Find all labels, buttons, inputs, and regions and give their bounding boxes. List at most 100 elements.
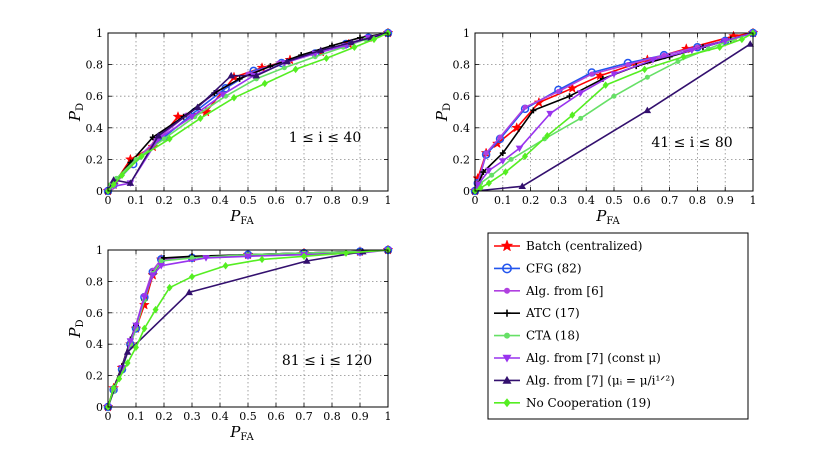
legend: Batch (centralized) CFG (82) Alg. from [6]… xyxy=(487,232,749,420)
series-line-alg7v xyxy=(474,43,751,192)
y-axis-label-main: P xyxy=(66,110,84,122)
x-axis-label-sub: FA xyxy=(606,216,620,227)
data-point-cta xyxy=(644,74,650,80)
legend-label-atc: ATC (17) xyxy=(525,306,580,320)
legend-entry-alg7c: Alg. from [7] (const μ) xyxy=(494,351,661,365)
data-point-alg7v xyxy=(126,179,135,186)
series-alg7v xyxy=(471,40,754,194)
data-point-nocoop xyxy=(166,283,173,292)
y-tick-label: 0 xyxy=(96,401,103,414)
legend-marker-cta xyxy=(504,332,510,339)
data-point-alg7c xyxy=(499,158,507,165)
panel-range-annotation: 81 ≤ i ≤ 120 xyxy=(282,353,372,369)
data-point-nocoop xyxy=(351,43,358,51)
data-point-alg6 xyxy=(625,62,631,68)
y-tick-label: 1 xyxy=(96,244,103,257)
data-point-alg7c xyxy=(610,71,618,78)
data-point-nocoop xyxy=(110,180,117,189)
x-tick-label: 0.4 xyxy=(211,410,229,423)
data-point-alg6 xyxy=(483,150,489,156)
x-tick-label: 0.1 xyxy=(494,194,512,207)
data-point-cta xyxy=(508,156,514,162)
data-point-nocoop xyxy=(222,261,229,270)
legend-marker-nocoop xyxy=(503,398,511,408)
x-tick-label: 0.7 xyxy=(661,194,679,207)
x-axis-label-main: P xyxy=(229,207,241,225)
data-point-nocoop xyxy=(323,54,330,63)
data-point-alg7v xyxy=(643,106,652,114)
legend-label-alg7v: Alg. from [7] (μᵢ = μ/i¹ᐟ²) xyxy=(525,373,675,387)
series-cta xyxy=(105,30,391,194)
data-point-cta xyxy=(675,58,681,64)
y-axis-label-main: P xyxy=(433,110,451,122)
y-axis-label: PD xyxy=(433,103,453,122)
legend-label-alg7c: Alg. from [7] (const μ) xyxy=(525,351,661,365)
data-point-alg7v xyxy=(185,288,193,296)
x-tick-label: 0.2 xyxy=(155,410,173,423)
legend-marker-alg7c xyxy=(502,354,512,363)
x-axis-label: PFA xyxy=(229,207,254,227)
data-point-batch xyxy=(594,69,606,81)
roc-panel-bottom-left: 0 0.1 0.2 0.3 0.4 0.5 0.6 0.7 0.8 0.9 1 0 0.2 0.4 0.6 0… xyxy=(66,244,394,443)
y-tick-label: 1 xyxy=(463,27,470,40)
x-tick-label: 0.7 xyxy=(295,194,313,207)
y-tick-label: 0.4 xyxy=(86,338,104,351)
data-point-nocoop xyxy=(544,131,551,140)
data-point-batch xyxy=(172,110,184,122)
data-point-nocoop xyxy=(641,65,648,74)
data-point-alg7v xyxy=(283,57,291,65)
legend-marker-cfg xyxy=(502,263,512,274)
x-tick-label: 0 xyxy=(472,194,479,207)
data-point-nocoop xyxy=(485,179,492,187)
data-point-alg6 xyxy=(589,71,595,77)
data-point-nocoop xyxy=(138,152,145,160)
data-point-nocoop xyxy=(738,35,745,44)
y-tick-label: 0.4 xyxy=(86,122,104,135)
data-point-alg7v xyxy=(317,46,325,54)
legend-entry-alg7v: Alg. from [7] (μᵢ = μ/i¹ᐟ²) xyxy=(494,373,675,387)
data-point-nocoop xyxy=(133,343,139,352)
data-point-atc xyxy=(499,150,506,157)
x-axis-label-main: P xyxy=(229,423,241,441)
x-axis-label-sub: FA xyxy=(240,432,254,443)
x-axis-label-sub: FA xyxy=(240,216,254,227)
data-point-alg7c xyxy=(576,90,585,97)
x-tick-label: 1 xyxy=(385,410,392,423)
data-point-nocoop xyxy=(343,249,349,257)
y-tick-label: 0 xyxy=(96,185,103,198)
y-axis-label: PD xyxy=(66,319,86,338)
x-tick-label: 0.3 xyxy=(183,410,201,423)
data-point-atc xyxy=(530,107,537,114)
x-tick-label: 0.8 xyxy=(323,410,341,423)
data-point-alg7c xyxy=(219,91,227,99)
data-point-nocoop xyxy=(477,184,484,192)
y-axis-label-sub: D xyxy=(75,103,86,111)
data-point-atc xyxy=(566,93,573,100)
data-point-cta xyxy=(489,172,495,178)
x-tick-label: 0.6 xyxy=(633,194,651,207)
panel-range-annotation: 41 ≤ i ≤ 80 xyxy=(651,135,732,151)
data-point-nocoop xyxy=(602,81,609,89)
x-tick-label: 0.8 xyxy=(323,194,341,207)
panel-range-annotation: 1 ≤ i ≤ 40 xyxy=(289,130,361,146)
legend-entry-cfg: CFG (82) xyxy=(494,261,582,275)
data-point-atc xyxy=(149,134,156,141)
data-point-alg7v xyxy=(518,182,527,190)
data-point-nocoop xyxy=(189,272,195,281)
series-line-alg6 xyxy=(474,32,754,192)
x-tick-label: 0 xyxy=(105,194,112,207)
y-axis-label-main: P xyxy=(66,327,84,339)
x-tick-label: 0.9 xyxy=(351,194,369,207)
data-point-cta xyxy=(189,255,195,261)
legend-label-alg6: Alg. from [6] xyxy=(525,284,603,298)
data-point-alg7v xyxy=(109,176,118,183)
x-tick-label: 0.3 xyxy=(183,194,201,207)
data-point-nocoop xyxy=(116,374,123,383)
data-point-alg7c xyxy=(140,294,149,301)
data-point-nocoop xyxy=(231,94,237,102)
data-point-nocoop xyxy=(119,171,125,179)
data-point-nocoop xyxy=(502,168,509,176)
x-tick-label: 0.9 xyxy=(716,194,734,207)
data-point-batch xyxy=(138,299,150,310)
data-point-atc xyxy=(236,75,243,82)
